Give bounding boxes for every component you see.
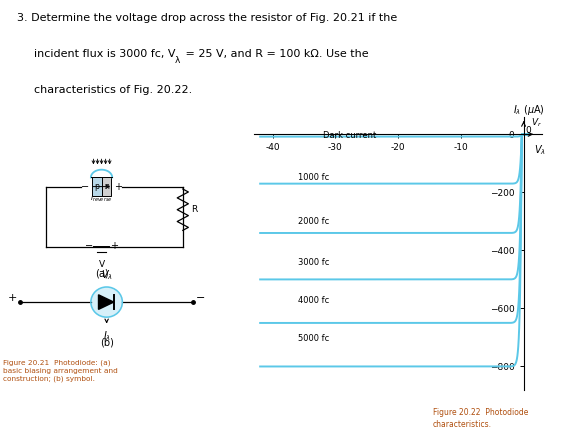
- Text: (b): (b): [100, 337, 114, 347]
- Text: Figure 20.21  Photodiode: (a)
basic biasing arrangement and
construction; (b) sy: Figure 20.21 Photodiode: (a) basic biasi…: [2, 359, 117, 382]
- Text: incident flux is 3000 fc, V: incident flux is 3000 fc, V: [34, 48, 175, 58]
- Text: $I_\lambda$ ($\mu$A): $I_\lambda$ ($\mu$A): [512, 103, 545, 117]
- Text: R: R: [191, 205, 197, 214]
- Text: $V_\lambda$: $V_\lambda$: [100, 268, 113, 282]
- Text: $I_{reverse}$: $I_{reverse}$: [91, 194, 113, 204]
- Text: 2000 fc: 2000 fc: [298, 216, 329, 226]
- Text: λ: λ: [175, 56, 181, 65]
- Text: 1000 fc: 1000 fc: [298, 173, 329, 182]
- Text: = 25 V, and R = 100 kΩ. Use the: = 25 V, and R = 100 kΩ. Use the: [182, 48, 368, 58]
- Text: 4000 fc: 4000 fc: [298, 296, 329, 305]
- Text: −: −: [196, 293, 205, 303]
- Text: 5000 fc: 5000 fc: [298, 334, 329, 343]
- Text: −: −: [85, 241, 93, 251]
- Circle shape: [91, 287, 122, 317]
- Text: $I_\lambda$: $I_\lambda$: [103, 329, 111, 343]
- Text: +: +: [114, 181, 122, 191]
- Text: n: n: [104, 182, 108, 191]
- Text: Dark current: Dark current: [323, 131, 376, 140]
- Bar: [92, 178, 102, 196]
- Text: p: p: [95, 182, 99, 191]
- Text: Figure 20.22  Photodiode
characteristics.: Figure 20.22 Photodiode characteristics.: [433, 408, 528, 429]
- Text: −: −: [81, 181, 89, 191]
- Text: +: +: [8, 293, 17, 303]
- Text: $V_r$: $V_r$: [531, 116, 542, 129]
- Text: 0: 0: [526, 126, 531, 136]
- Text: characteristics of Fig. 20.22.: characteristics of Fig. 20.22.: [34, 85, 192, 95]
- Text: (a): (a): [95, 268, 108, 278]
- Bar: [102, 178, 111, 196]
- Text: 3000 fc: 3000 fc: [298, 258, 329, 266]
- Text: +: +: [110, 241, 118, 251]
- Text: 3. Determine the voltage drop across the resistor of Fig. 20.21 if the: 3. Determine the voltage drop across the…: [17, 13, 398, 23]
- Polygon shape: [99, 295, 114, 309]
- Text: $V_\lambda$: $V_\lambda$: [534, 143, 546, 157]
- Text: V: V: [99, 259, 104, 268]
